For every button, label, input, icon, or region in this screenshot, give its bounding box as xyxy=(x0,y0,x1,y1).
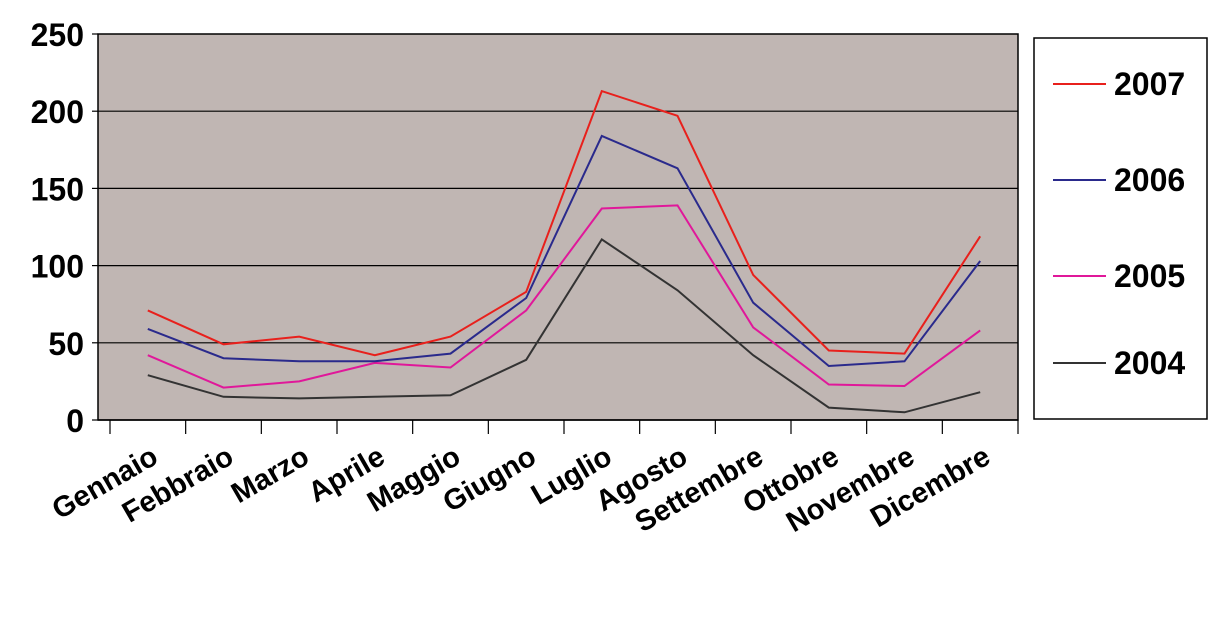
legend-label-2006: 2006 xyxy=(1114,162,1185,198)
y-tick-label: 250 xyxy=(31,17,84,53)
legend-label-2005: 2005 xyxy=(1114,258,1185,294)
x-tick-label: Marzo xyxy=(226,440,315,510)
y-tick-label: 100 xyxy=(31,249,84,285)
series-line-2004 xyxy=(147,237,981,414)
legend: 2007 2006 2005 2004 xyxy=(1033,37,1208,420)
series-line-2005 xyxy=(147,204,981,389)
legend-box xyxy=(1033,37,1208,420)
y-tick-label: 200 xyxy=(31,94,84,130)
y-tick-label: 50 xyxy=(48,326,84,362)
series-lines xyxy=(147,89,982,414)
plot-area xyxy=(97,33,1019,421)
series-line-2006 xyxy=(147,134,981,368)
series-line-2007 xyxy=(147,89,982,357)
legend-label-2007: 2007 xyxy=(1114,66,1185,102)
y-tick-label: 0 xyxy=(66,403,84,439)
grid-lines xyxy=(98,110,1018,344)
legend-label-2004: 2004 xyxy=(1114,345,1185,381)
y-tick-label: 150 xyxy=(31,171,84,207)
